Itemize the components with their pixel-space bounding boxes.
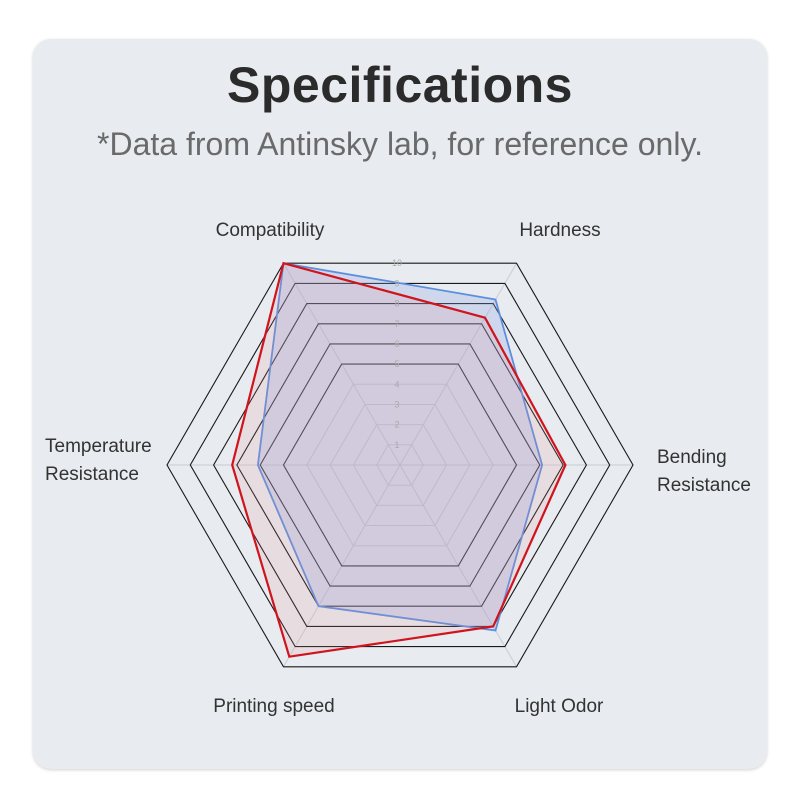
radar-grid-ring bbox=[236, 323, 564, 607]
radar-grid-ring bbox=[282, 363, 518, 567]
axis-label: Compatibility bbox=[216, 220, 325, 241]
axis-label: Light Odor bbox=[515, 696, 604, 717]
tick-label: 9 bbox=[394, 278, 399, 288]
tick-label: 5 bbox=[394, 359, 399, 369]
axis-label: Hardness bbox=[519, 220, 600, 241]
radar-grid-ring bbox=[352, 424, 448, 506]
radar-grid-ring bbox=[166, 262, 634, 668]
radar-grid-ring bbox=[189, 282, 611, 648]
tick-label: 10 bbox=[392, 258, 402, 268]
tick-label: 3 bbox=[394, 399, 399, 409]
tick-label: 1 bbox=[394, 440, 399, 450]
radar-series-1 bbox=[256, 262, 544, 632]
axis-label: Temperature Resistance bbox=[45, 436, 152, 485]
radar-series-2 bbox=[231, 261, 567, 658]
tick-label: 2 bbox=[394, 420, 399, 430]
tick-label: 6 bbox=[394, 339, 399, 349]
radar-grid-ring bbox=[376, 444, 424, 486]
tick-label: 4 bbox=[394, 379, 399, 389]
axis-label: Printing speed bbox=[213, 696, 334, 717]
axis-label: Bending Resistance bbox=[657, 447, 751, 496]
tick-label: 8 bbox=[394, 299, 399, 309]
radar-grid-ring bbox=[306, 383, 494, 547]
radar-grid-ring bbox=[259, 343, 541, 587]
radar-grid-ring bbox=[329, 404, 471, 526]
tick-label: 7 bbox=[394, 319, 399, 329]
page-subtitle: *Data from Antinsky lab, for reference o… bbox=[97, 126, 703, 162]
page-title: Specifications bbox=[227, 57, 573, 113]
